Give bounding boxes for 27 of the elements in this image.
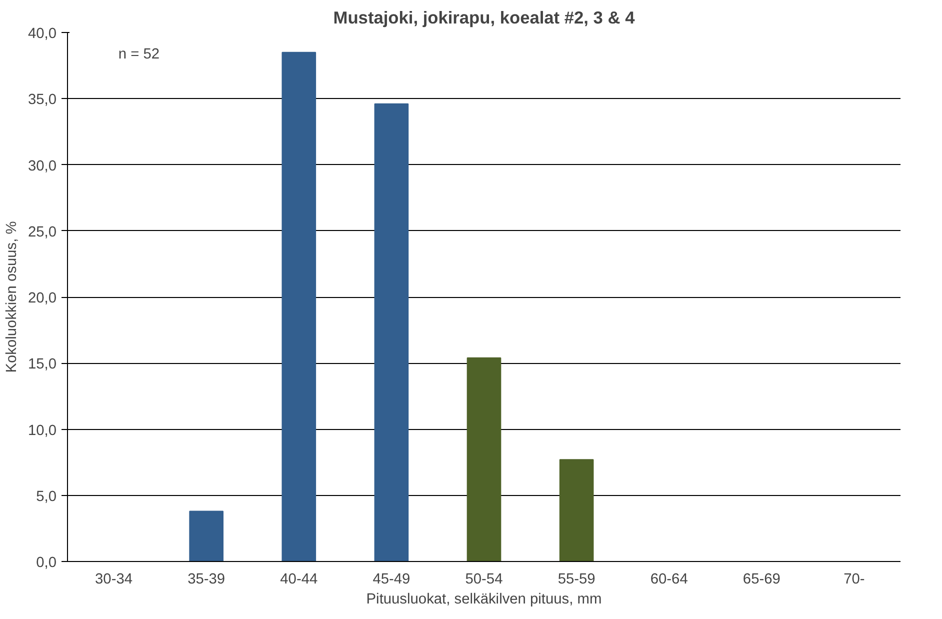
y-tick-label: 40,0 (28, 26, 57, 42)
x-axis-title: Pituusluokat, selkäkilven pituus, mm (366, 592, 602, 608)
bar (282, 52, 316, 562)
y-tick-label: 5,0 (36, 488, 56, 505)
x-tick-label: 30-34 (95, 572, 133, 588)
x-tick-label: 50-54 (465, 572, 503, 588)
y-axis-title: Kokoluokkien osuus, % (4, 221, 20, 373)
y-tick-label: 20,0 (28, 290, 57, 306)
x-tick-label: 55-59 (558, 572, 596, 588)
y-tick-label: 15,0 (28, 356, 57, 373)
x-tick-label: 40-44 (280, 572, 318, 588)
y-tick-label: 0,0 (36, 555, 56, 571)
y-tick-label: 25,0 (28, 224, 57, 240)
x-tick-label: 65-69 (742, 572, 780, 588)
y-tick-label: 10,0 (28, 422, 57, 439)
bar (189, 510, 224, 562)
bar (374, 103, 409, 562)
y-tick-label: 35,0 (28, 92, 57, 108)
x-tick-label: 45-49 (372, 572, 410, 588)
x-tick-label: 70- (844, 572, 865, 588)
x-tick-label: 60-64 (650, 572, 688, 588)
chart-title: Mustajoki, jokirapu, koealat #2, 3 & 4 (333, 8, 636, 28)
x-tick-label: 35-39 (188, 572, 226, 588)
annotation: n = 52 (118, 46, 160, 62)
y-tick-label: 30,0 (28, 158, 57, 174)
bar (466, 357, 502, 562)
bar (559, 459, 594, 562)
